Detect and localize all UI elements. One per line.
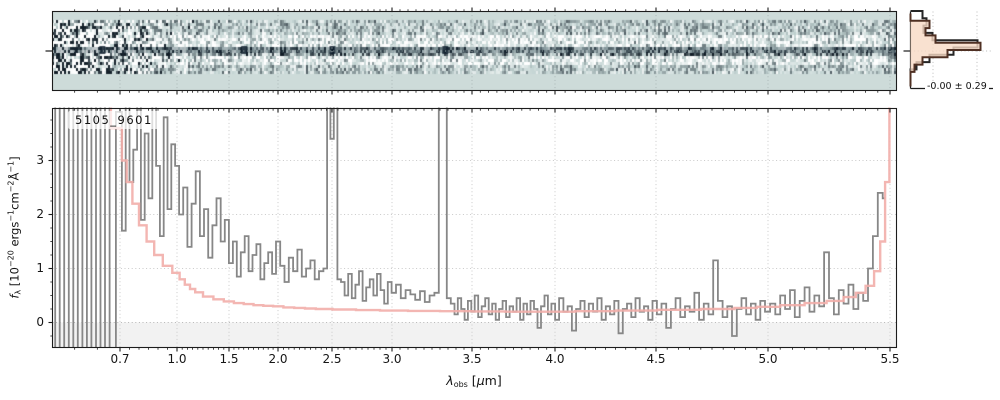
main-plot-frame xyxy=(48,107,898,352)
object-id-label: 5105_9601 xyxy=(68,111,160,129)
spectrum-1d-traces xyxy=(54,107,891,348)
x-tick-label: 3.5 xyxy=(462,352,482,366)
x-tick-label: 1.5 xyxy=(219,352,239,366)
main-plot-background xyxy=(52,108,897,348)
y-tick-label: 0 xyxy=(36,314,44,329)
y-axis-label: fλ [10−20 ergs−1cm−2Å−1] xyxy=(6,156,23,299)
x-tick-label: 3.0 xyxy=(382,352,402,366)
residual-stat-label: -0.00 ± 0.29 xyxy=(925,81,989,92)
x-tick-label: 5.5 xyxy=(880,352,900,366)
spectrum-2d-frame xyxy=(45,7,898,95)
y-tick-label: 3 xyxy=(36,152,44,167)
x-tick-label: 0.7 xyxy=(110,352,130,366)
x-tick-label: 4.0 xyxy=(545,352,565,366)
x-tick-label: 4.5 xyxy=(646,352,666,366)
y-tick-label: 2 xyxy=(36,206,44,221)
y-tick-label: 1 xyxy=(36,260,44,275)
x-tick-label: 2.5 xyxy=(322,352,342,366)
x-tick-label: 5.0 xyxy=(758,352,778,366)
residual-histogram xyxy=(903,10,993,91)
x-tick-label: 1.0 xyxy=(167,352,187,366)
x-tick-label: 2.0 xyxy=(268,352,288,366)
x-axis-label: λobs [μm] xyxy=(446,373,502,389)
